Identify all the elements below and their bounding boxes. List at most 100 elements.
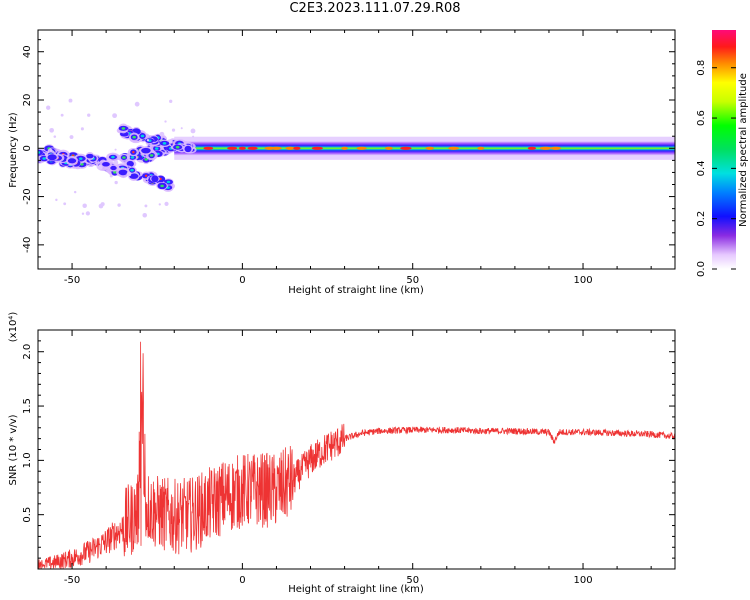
faint-scatter [46, 105, 51, 110]
faint-scatter [126, 171, 132, 177]
left-cluster-blob [86, 153, 94, 159]
spectrogram-ytick-label: 0 [22, 145, 33, 151]
spectrogram-ylabel: Frequency (Hz) [8, 112, 19, 188]
lower-branch-blob [118, 169, 128, 176]
faint-scatter [81, 212, 85, 215]
left-cluster-core [149, 154, 154, 157]
faint-scatter [168, 139, 173, 144]
spectrogram-plot-frame [37, 29, 676, 270]
lower-branch-blob [151, 175, 159, 183]
spectrogram-ytick-label: -40 [22, 237, 33, 253]
snr-y-multiplier: (x10⁴) [8, 312, 19, 343]
hot-spot [527, 146, 537, 150]
snr-xtick-label: 0 [239, 575, 245, 586]
spectrogram-xtick-label: 100 [573, 275, 592, 286]
faint-scatter [73, 190, 77, 194]
faint-scatter [85, 211, 91, 216]
lower-branch-blob [102, 161, 110, 167]
faint-scatter [80, 127, 84, 131]
faint-scatter [171, 128, 176, 132]
lower-branch-core [166, 180, 171, 184]
faint-scatter [69, 135, 74, 139]
lower-branch-core [113, 170, 117, 174]
faint-scatter [134, 101, 140, 107]
spectrogram-xtick-label: 0 [239, 275, 245, 286]
hot-spot [247, 146, 258, 150]
snr-trace [38, 341, 675, 569]
faint-scatter [53, 135, 57, 138]
faint-scatter [60, 113, 64, 117]
lower-branch-peak [159, 177, 162, 181]
faint-scatter [159, 131, 165, 137]
hot-spot [311, 146, 323, 150]
upper-branch-core [175, 145, 180, 149]
snr-ytick-label: 1.0 [22, 452, 33, 468]
faint-scatter [49, 127, 54, 133]
faint-scatter [142, 212, 148, 218]
left-cluster-core [154, 147, 159, 150]
hot-spot [293, 146, 301, 150]
colorbar-tick-label: 0.6 [696, 110, 707, 126]
left-cluster-core [80, 163, 84, 166]
faint-scatter [164, 120, 167, 123]
hot-spot [425, 146, 434, 150]
hot-spot [539, 146, 552, 150]
hot-spot [356, 146, 367, 150]
left-cluster-core [122, 156, 126, 159]
lower-branch-core [78, 157, 83, 160]
spectrogram-axes: -50 0 50 100 -40 -20 0 20 40 [22, 30, 675, 286]
left-cluster-blob [126, 160, 134, 167]
faint-scatter [113, 160, 119, 165]
colorbar-label: Normalized spectral amplitude [738, 73, 749, 227]
lower-branch-core [130, 168, 134, 172]
lower-branch-blob [129, 173, 139, 179]
faint-scatter [49, 149, 53, 152]
figure-title: C2E3.2023.111.07.29.R08 [289, 1, 461, 16]
spectrogram-xtick-label: 50 [406, 275, 419, 286]
colorbar-tick-label: 0.2 [696, 211, 707, 227]
hot-spot [400, 146, 412, 150]
spectrogram-xlabel: Height of straight line (km) [288, 285, 424, 296]
lower-branch-core [160, 184, 164, 188]
snr-line [38, 341, 675, 569]
snr-ytick-label: 2.0 [22, 344, 33, 360]
faint-scatter [180, 127, 183, 130]
main-band-core [174, 147, 675, 150]
upper-branch-core [162, 142, 167, 145]
hot-spot [271, 146, 282, 150]
faint-scatter [158, 203, 161, 206]
upper-branch-core [121, 127, 126, 130]
left-cluster-blob [141, 147, 151, 154]
colorbar-tick-label: 0.8 [696, 60, 707, 76]
faint-scatter [82, 203, 87, 209]
lower-branch-blob [110, 165, 117, 171]
snr-xlabel: Height of straight line (km) [288, 584, 424, 595]
faint-scatter [114, 148, 117, 151]
colorbar-gradient [712, 30, 736, 269]
faint-scatter [87, 113, 91, 117]
colorbar-tick-label: 0.0 [696, 261, 707, 277]
upper-branch-core [140, 134, 145, 138]
hot-spot [285, 146, 295, 150]
left-cluster-core [111, 155, 115, 159]
spectrogram-ytick-label: 40 [22, 45, 33, 58]
snr-ytick-label: 0.5 [22, 507, 33, 523]
faint-scatter [117, 203, 121, 207]
colorbar: 0.0 0.2 0.4 0.6 0.8 Normalized spectral ampl… [696, 30, 749, 277]
snr-xtick-label: -50 [64, 575, 80, 586]
hot-spot [203, 146, 214, 150]
snr-axes: -50 0 50 100 0.5 1.0 1.5 2.0 [22, 330, 675, 586]
faint-scatter [146, 139, 150, 142]
spectrogram-heatmap [38, 98, 675, 218]
faint-scatter [112, 113, 118, 119]
hot-spot [385, 146, 393, 150]
snr-ytick-label: 1.5 [22, 398, 33, 414]
snr-xtick-label: 100 [573, 575, 592, 586]
lower-branch-core [38, 151, 41, 154]
spectrogram-ytick-label: 20 [22, 94, 33, 107]
hot-spot [227, 146, 238, 150]
snr-panel: -50 0 50 100 0.5 1.0 1.5 2.0 Height of straight… [8, 312, 676, 595]
spectrogram-xtick-label: -50 [64, 275, 80, 286]
spectrogram-panel: -50 0 50 100 -40 -20 0 20 40 Height of straight … [8, 29, 676, 296]
faint-scatter [55, 198, 58, 202]
